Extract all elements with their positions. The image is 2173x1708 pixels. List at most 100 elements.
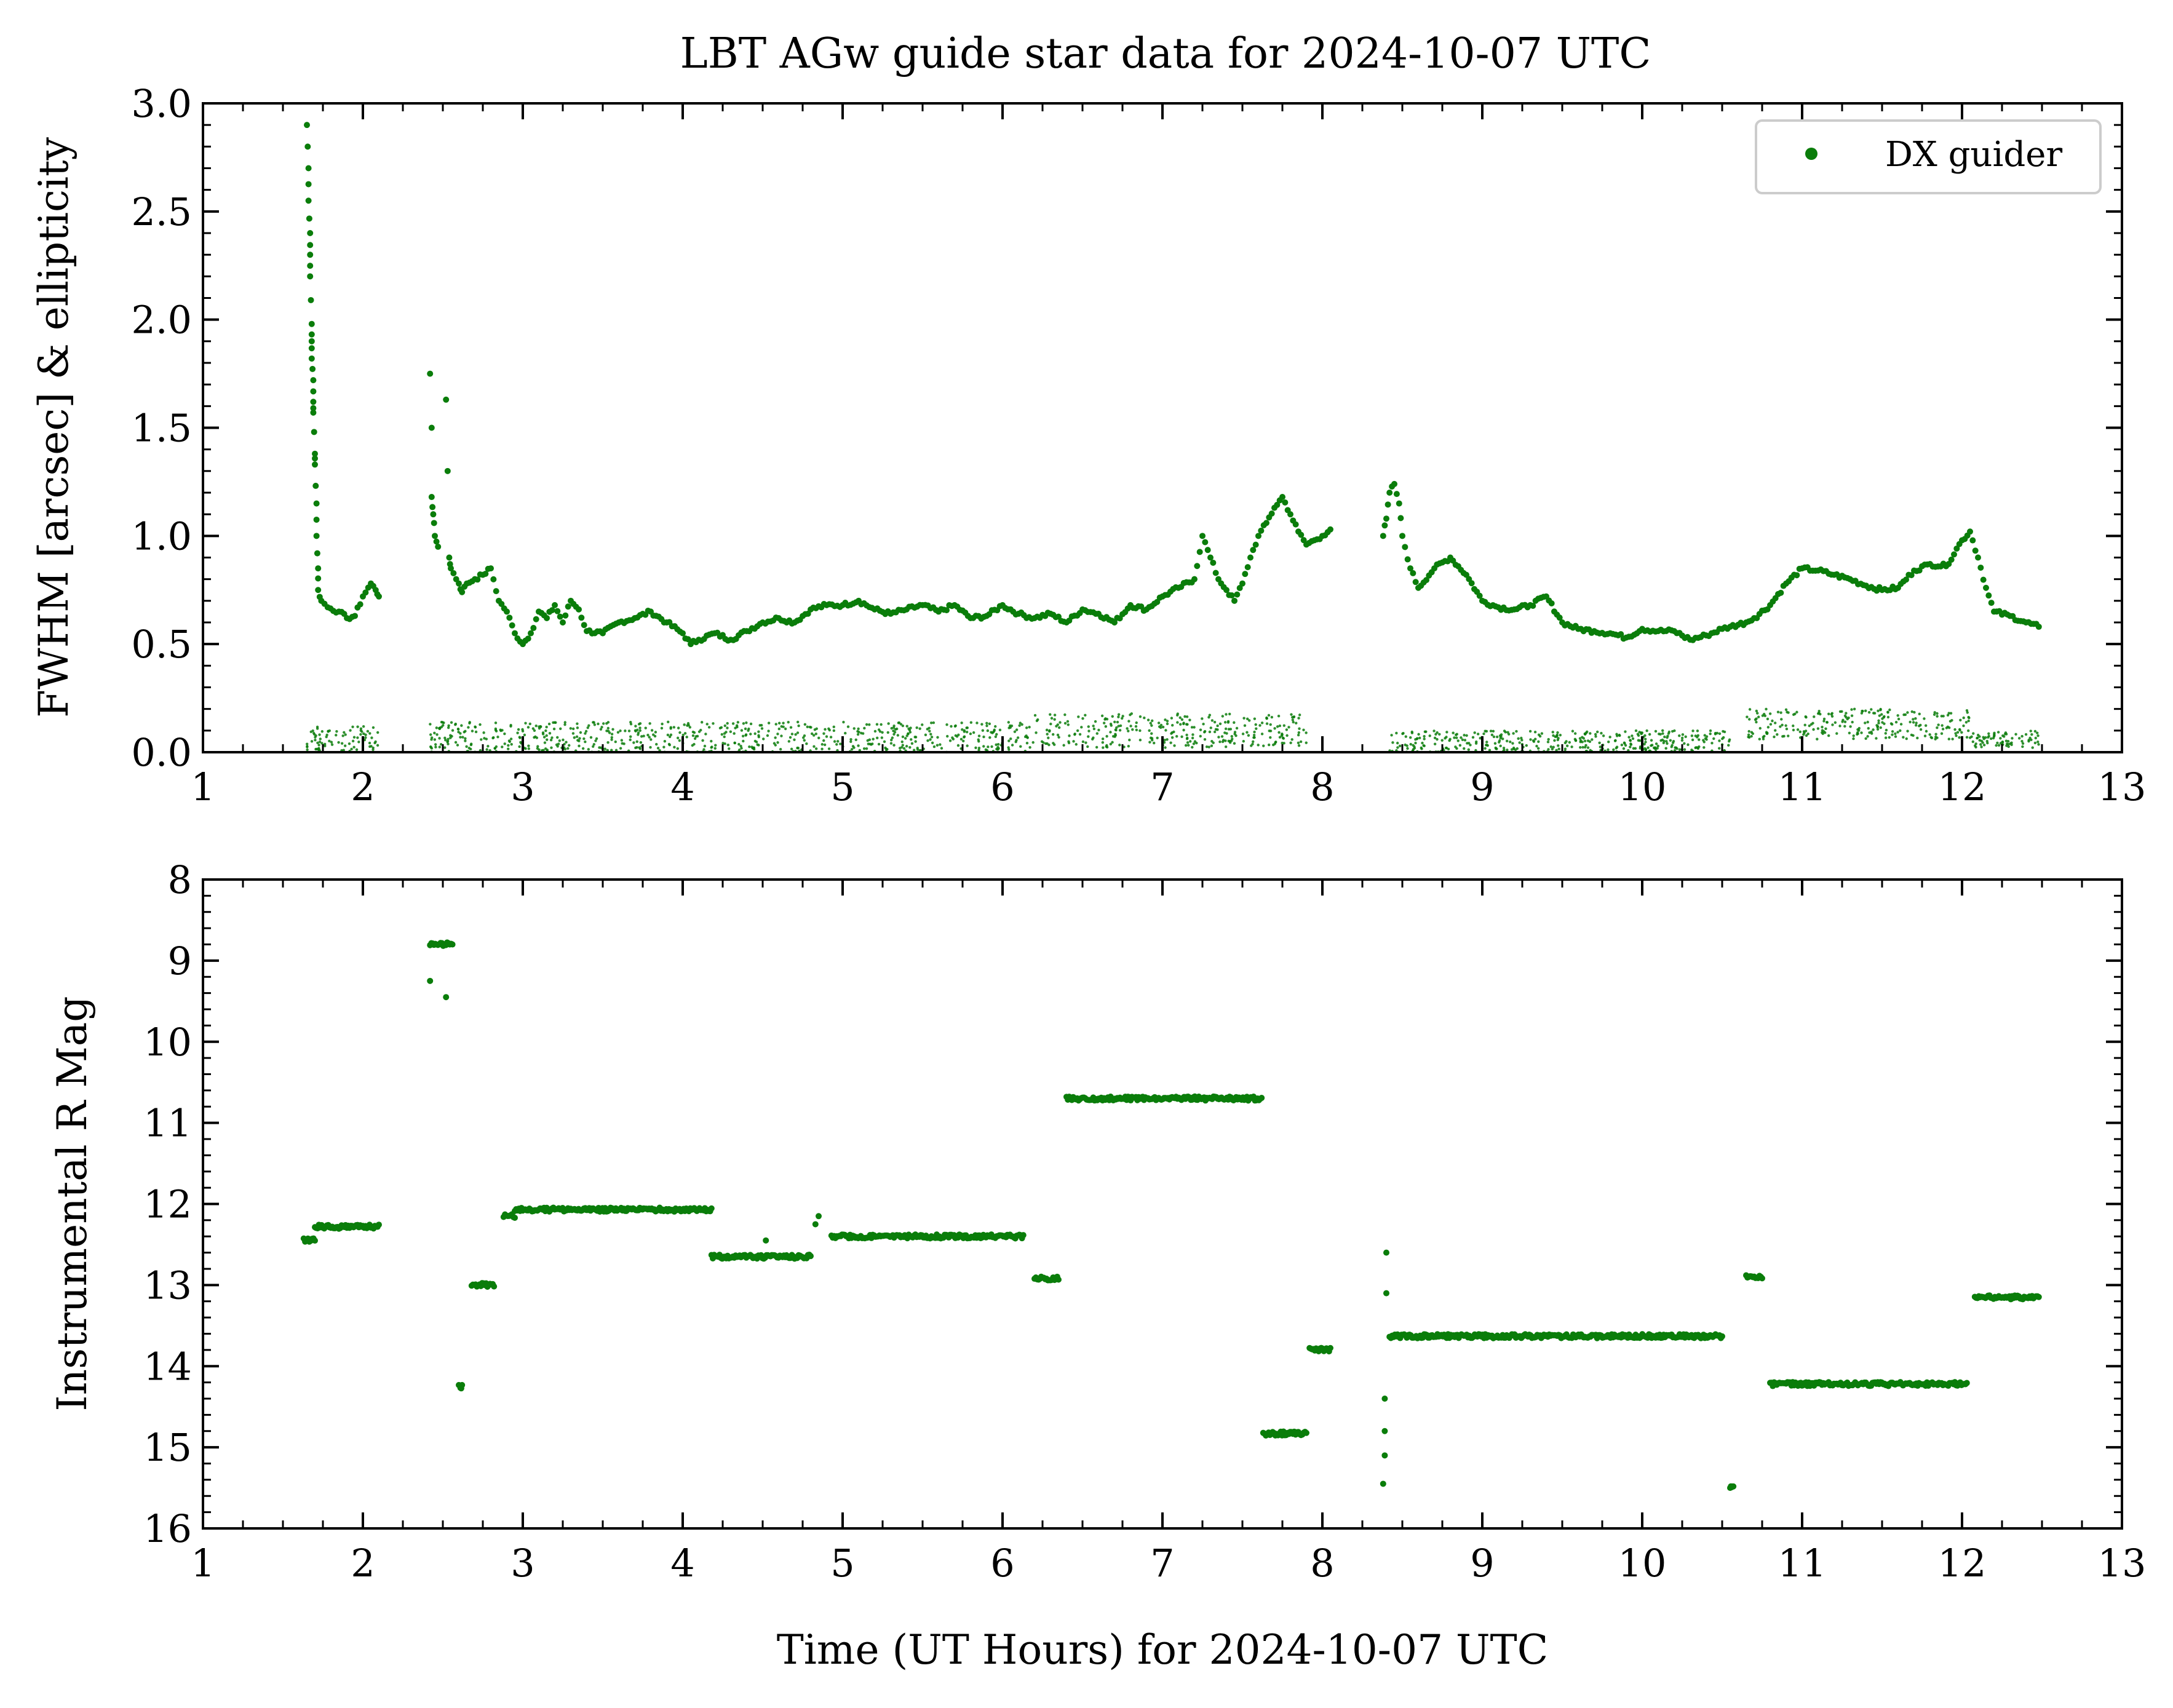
fwhm-point [1975,554,1981,561]
fwhm-ellipticity-point [434,743,437,746]
fwhm-ellipticity-point [330,743,334,746]
fwhm-ellipticity-point [1490,733,1494,737]
fwhm-point [1223,587,1230,594]
fwhm-ellipticity-point [901,735,905,739]
fwhm-ellipticity-point [1838,725,1841,728]
fwhm-ellipticity-point [341,734,344,737]
fwhm-point [1948,556,1955,563]
fwhm-ellipticity-point [1787,711,1790,714]
mag-xtick-label: 2 [351,1541,375,1586]
fwhm-ellipticity-point [1774,729,1777,732]
fwhm-ellipticity-point [1148,741,1151,744]
fwhm-ellipticity-point [1095,745,1098,749]
fwhm-ellipticity-point [994,735,998,738]
fwhm-ellipticity-point [1220,735,1224,738]
fwhm-ellipticity-point [948,739,952,742]
fwhm-ellipticity-point [693,731,696,734]
fwhm-ellipticity-point [573,736,576,739]
fwhm-ellipticity-point [1128,738,1131,742]
fwhm-ellipticity-point [985,724,988,728]
fwhm-ellipticity-point [429,733,432,736]
fwhm-ellipticity-point [1629,745,1632,749]
fwhm-ellipticity-point [1520,739,1523,742]
fwhm-ellipticity-point [854,738,857,742]
fwhm-ellipticity-point [1571,729,1575,733]
fwhm-ellipticity-point [868,742,872,745]
fwhm-ellipticity-point [723,735,726,739]
fwhm-ellipticity-point [988,736,991,739]
fwhm-ellipticity-point [1928,733,1931,736]
fwhm-ellipticity-point [352,736,356,739]
fwhm-ellipticity-point [908,745,912,749]
fwhm-ellipticity-point [2033,741,2037,745]
fwhm-ellipticity-point [1612,748,1615,752]
fwhm-ellipticity-point [371,726,375,729]
fwhm-ellipticity-point [1710,741,1714,745]
fwhm-ellipticity-point [1086,745,1089,749]
fwhm-ellipticity-point [901,724,905,728]
fwhm-ellipticity-point [908,728,912,732]
fwhm-ellipticity-point [356,725,359,728]
fwhm-ellipticity-point [650,729,654,732]
fwhm-ellipticity-point [442,721,445,725]
fwhm-ellipticity-point [1665,740,1668,743]
fwhm-ellipticity-point [526,726,530,729]
fwhm-ellipticity-point [1615,734,1619,737]
fwhm-ellipticity-point [553,721,557,724]
fwhm-ellipticity-point [1404,735,1407,738]
fwhm-ellipticity-point [700,721,704,724]
fwhm-point [1258,527,1265,534]
fwhm-ellipticity-point [902,747,906,750]
fwhm-ellipticity-point [1765,731,1768,734]
fwhm-ellipticity-point [635,740,638,744]
fwhm-ellipticity-point [676,747,679,750]
fwhm-ellipticity-point [1798,730,1802,734]
fwhm-ellipticity-point [1203,729,1207,733]
fwhm-point [504,608,510,615]
fwhm-ellipticity-point [1436,737,1439,741]
fwhm-ellipticity-point [1210,719,1214,722]
fwhm-point [581,622,587,629]
fwhm-ellipticity-point [998,728,1002,732]
fwhm-ellipticity-point [1878,714,1881,717]
fwhm-ellipticity-point [868,723,871,726]
fwhm-point [444,467,451,474]
fwhm-ellipticity-point [1418,736,1421,740]
fwhm-ellipticity-point [1784,708,1788,712]
mag-point [1020,1232,1027,1239]
fwhm-ellipticity-point [464,739,467,742]
fwhm-ellipticity-point [1184,744,1188,747]
fwhm-ellipticity-point [849,737,852,741]
fwhm-ellipticity-point [760,727,764,730]
fwhm-ellipticity-point [1447,747,1450,751]
fwhm-ellipticity-point [1150,724,1153,727]
fwhm-ellipticity-point [965,726,968,729]
fwhm-ellipticity-point [1277,714,1281,718]
fwhm-ellipticity-point [1581,736,1584,739]
fwhm-ellipticity-point [1902,736,1905,739]
fwhm-ellipticity-point [929,738,932,741]
fwhm-ellipticity-point [528,722,531,726]
fwhm-ellipticity-point [1391,741,1394,744]
fwhm-ellipticity-point [501,745,504,749]
fwhm-ellipticity-point [635,745,638,749]
mag-point [312,1237,318,1244]
fwhm-ellipticity-point [977,740,980,743]
fwhm-ellipticity-point [1669,739,1672,742]
fwhm-ellipticity-point [945,723,948,726]
fwhm-ellipticity-point [696,734,699,738]
fwhm-ellipticity-point [487,745,490,748]
mag-ytick-label: 12 [143,1182,192,1227]
fwhm-ellipticity-point [524,747,527,750]
fwhm-ellipticity-point [1109,742,1113,745]
fwhm-ellipticity-point [355,748,359,752]
fwhm-ellipticity-point [789,736,792,739]
fwhm-ellipticity-point [1433,736,1437,739]
fwhm-ellipticity-point [1650,744,1653,747]
fwhm-ellipticity-point [915,726,918,729]
fwhm-ellipticity-point [1888,708,1891,712]
fwhm-ellipticity-point [891,736,894,739]
fwhm-ellipticity-point [1941,724,1944,727]
fwhm-ellipticity-point [337,741,340,744]
